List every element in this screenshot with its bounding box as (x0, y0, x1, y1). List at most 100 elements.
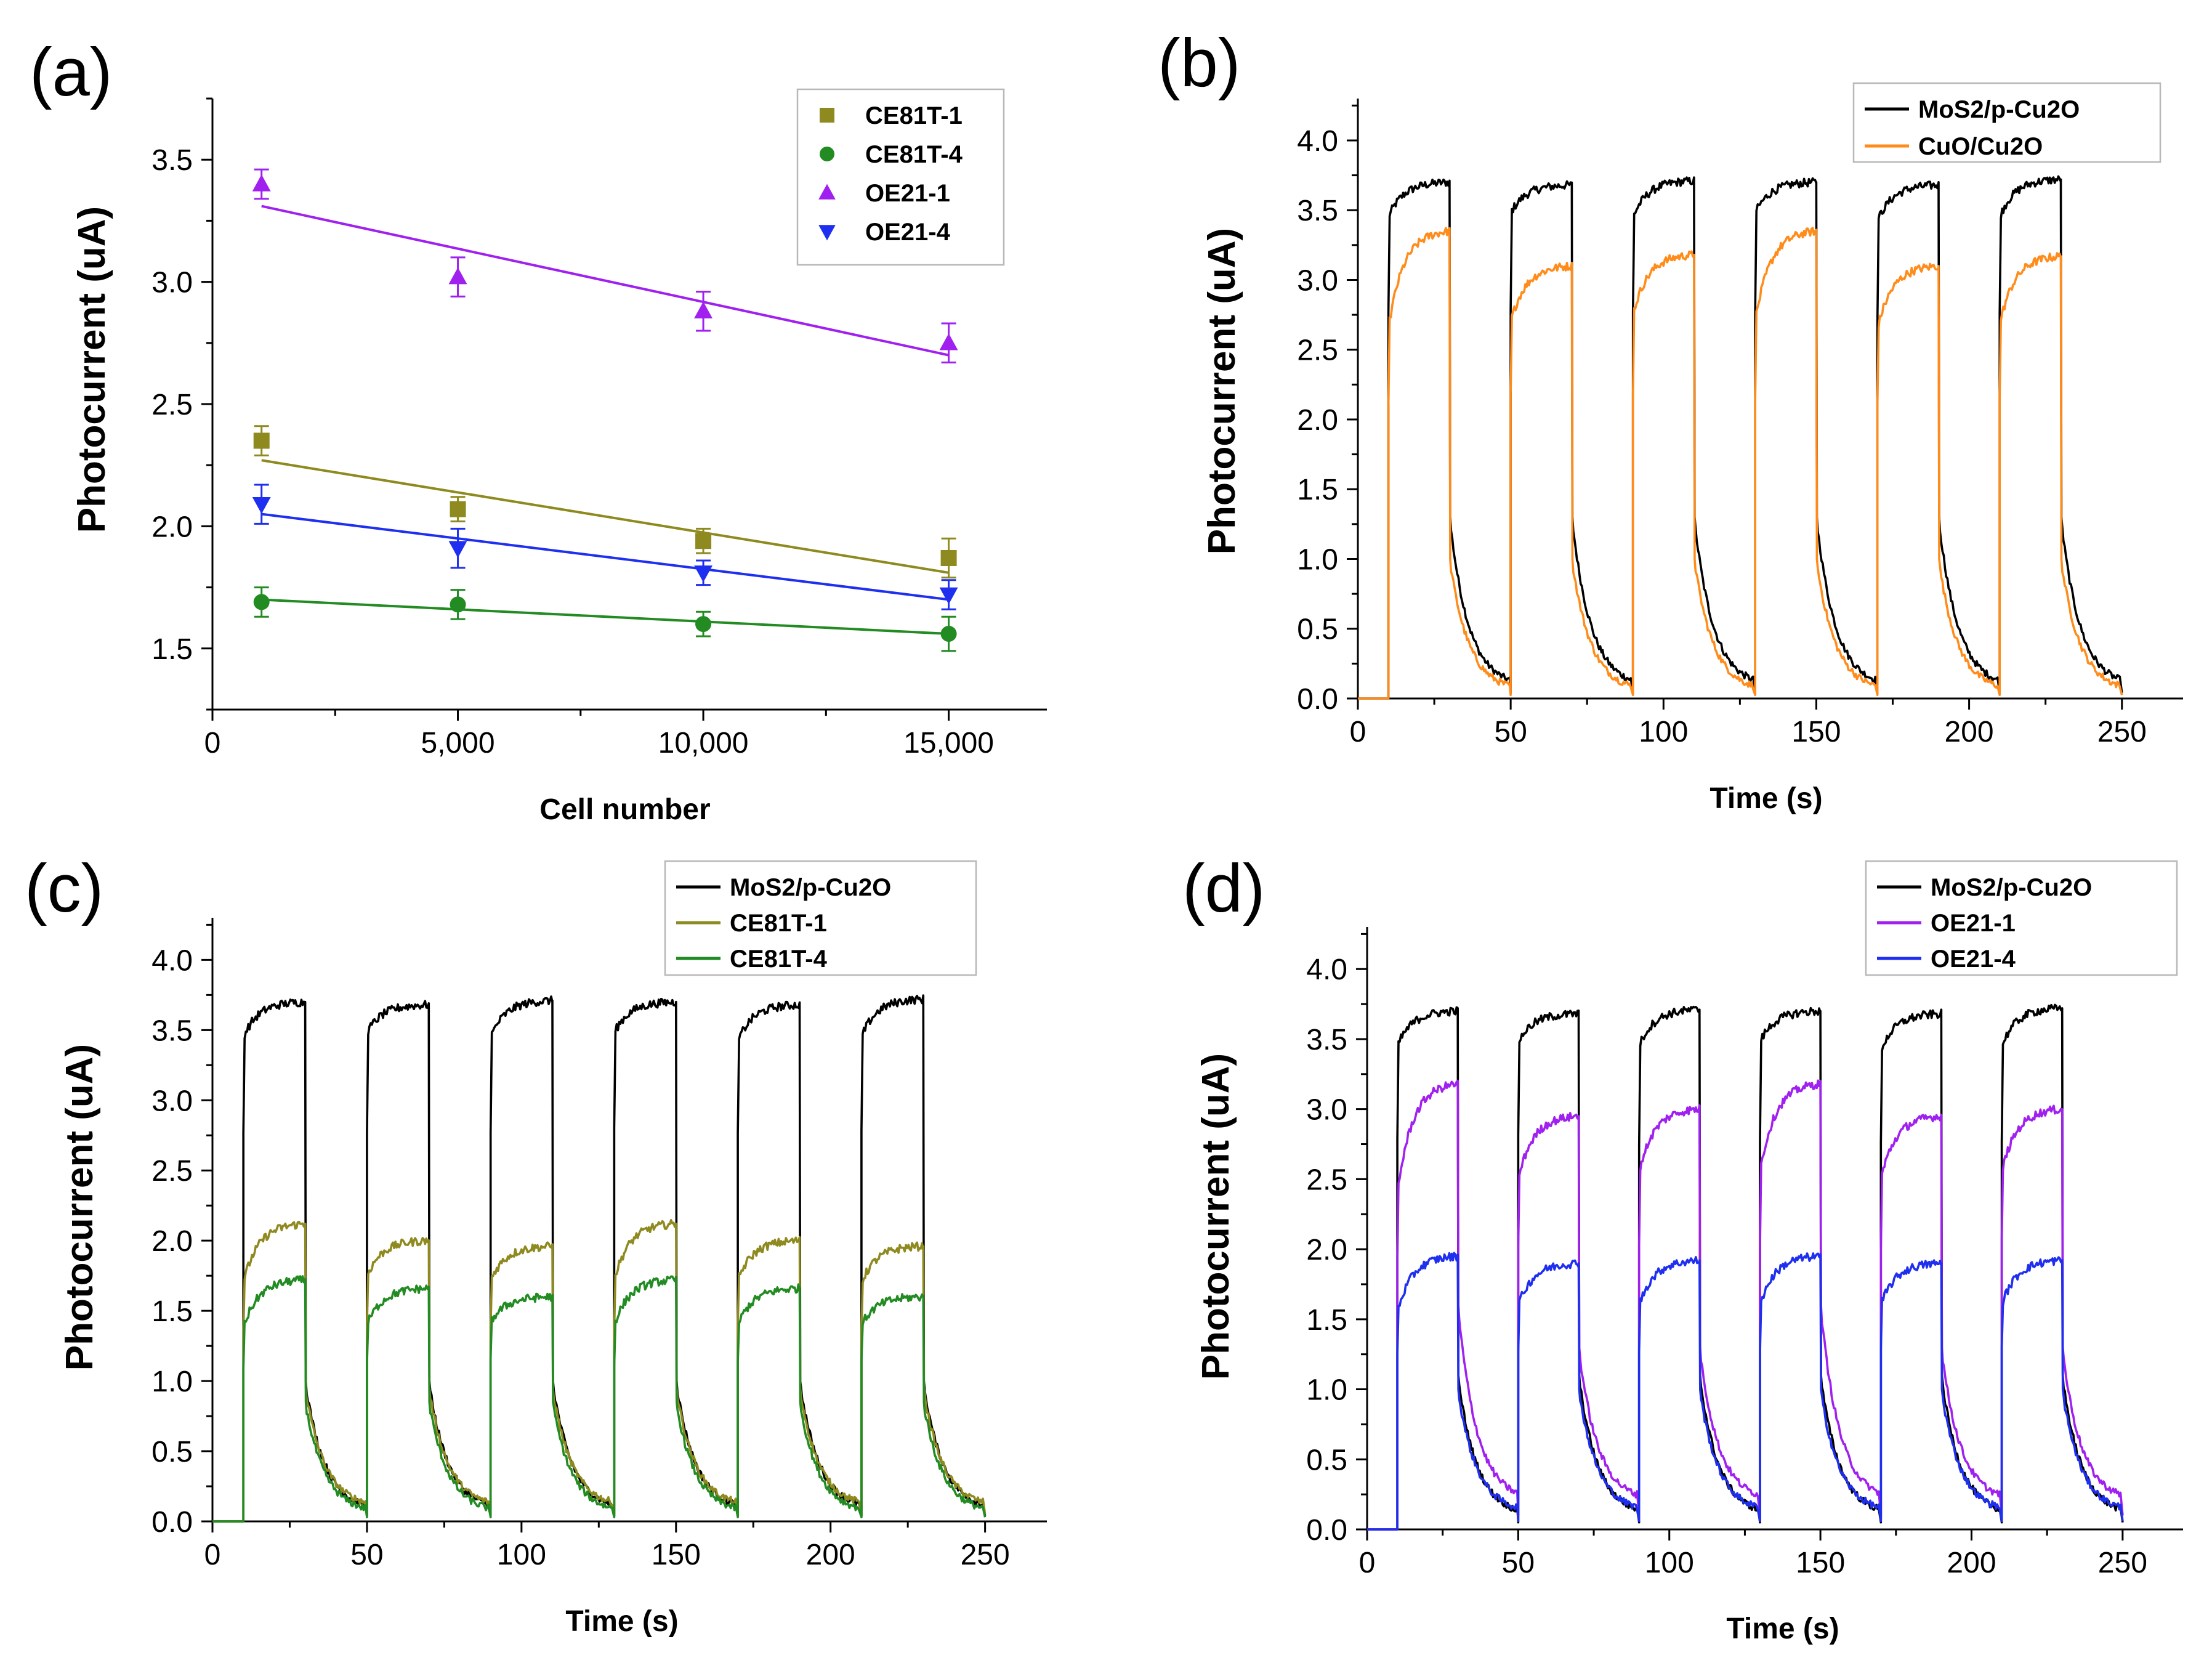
data-point-oe21-1 (448, 267, 467, 285)
y-tick-label-b: 0.5 (1297, 613, 1338, 646)
x-tick-label-c: 0 (204, 1539, 221, 1571)
y-tick-label-c: 2.5 (151, 1155, 193, 1188)
series-ce81t-1 (253, 425, 957, 579)
x-tick-label-a: 10,000 (658, 727, 749, 759)
y-tick-label-c: 4.0 (151, 944, 193, 977)
y-tick-label-d: 1.5 (1306, 1304, 1347, 1337)
data-point-oe21-1 (694, 301, 713, 318)
x-tick-label-d: 250 (2098, 1547, 2147, 1579)
legend-label-oe21-4: OE21-4 (865, 219, 951, 246)
y-tick-label-b: 2.5 (1297, 334, 1338, 367)
legend-label-ce81t-4: CE81T-4 (865, 141, 963, 168)
panel-b: (b) Photocurrent (uA) Time (s) 0 50 100 150… (1158, 25, 2183, 815)
y-tick-label-d: 3.0 (1306, 1094, 1347, 1127)
panel-label-b: (b) (1158, 25, 1240, 101)
panel-a: (a) Photocurrent (uA) Cell number 0 5,000… (30, 34, 1047, 826)
legend-label-oe21-1: OE21-1 (865, 180, 950, 207)
series-line-cuo-cu2o (1358, 227, 2123, 700)
y-tick-label-d: 0.0 (1306, 1514, 1347, 1547)
x-tick-label-c: 250 (961, 1539, 1010, 1571)
data-point-oe21-1 (939, 333, 958, 350)
legend-label-mos2-p-cu2o: MoS2/p-Cu2O (730, 874, 891, 901)
y-tick-label-b: 1.5 (1297, 474, 1338, 506)
x-tick-label-b: 100 (1639, 716, 1688, 748)
y-tick-label-c: 1.5 (151, 1295, 193, 1328)
data-point-ce81t-4 (450, 596, 466, 613)
legend-marker-oe21-4 (818, 225, 836, 241)
panel-label-a: (a) (30, 34, 112, 110)
y-tick-label-b: 0.0 (1297, 683, 1338, 716)
series-line-oe21-4 (1367, 1252, 2124, 1531)
x-tick-label-b: 200 (1945, 716, 1994, 748)
y-tick-label-c: 3.0 (151, 1085, 193, 1117)
legend-label-oe21-4: OE21-4 (1931, 945, 2016, 973)
x-tick-label-b: 250 (2097, 716, 2147, 748)
y-tick-label-b: 3.0 (1297, 264, 1338, 297)
legend-label-cuo-cu2o: CuO/Cu2O (1918, 133, 2043, 160)
y-tick-label-b: 3.5 (1297, 195, 1338, 227)
y-tick-label-d: 4.0 (1306, 953, 1347, 986)
x-tick-label-c: 100 (497, 1539, 546, 1571)
x-tick-label-a: 15,000 (903, 727, 994, 759)
legend-b: MoS2/p-Cu2O CuO/Cu2O (1852, 82, 2162, 163)
fit-line-ce81t-1 (261, 459, 949, 574)
y-tick-label-c: 1.0 (151, 1366, 193, 1398)
data-point-oe21-1 (252, 174, 271, 192)
x-axis-title-a: Cell number (539, 793, 710, 826)
series-ce81t-4 (253, 586, 957, 652)
y-tick-label-a: 3.0 (151, 267, 193, 299)
y-axis-title-a: Photocurrent (uA) (71, 206, 113, 533)
legend-box-c (664, 860, 977, 976)
data-point-ce81t-1 (253, 432, 270, 449)
legend-marker-ce81t-1 (820, 108, 834, 123)
fit-line-oe21-4 (261, 512, 949, 601)
data-point-oe21-4 (939, 587, 958, 605)
x-tick-label-c: 50 (350, 1539, 383, 1571)
legend-marker-ce81t-4 (820, 147, 834, 161)
x-tick-label-d: 150 (1796, 1547, 1845, 1579)
x-tick-label-d: 50 (1502, 1547, 1535, 1579)
y-tick-label-b: 2.0 (1297, 404, 1338, 437)
y-axis-title-b: Photocurrent (uA) (1201, 228, 1243, 554)
data-point-oe21-4 (694, 565, 713, 583)
data-point-ce81t-4 (253, 594, 270, 610)
legend-d: MoS2/p-Cu2O OE21-1 OE21-4 (1865, 860, 2178, 976)
legend-label-ce81t-4: CE81T-4 (730, 945, 828, 973)
fit-line-ce81t-4 (261, 598, 949, 635)
legend-a: CE81T-1 CE81T-4 OE21-1 OE21-4 (796, 88, 1005, 266)
legend-label-ce81t-1: CE81T-1 (865, 102, 963, 129)
legend-label-oe21-1: OE21-1 (1931, 910, 2016, 937)
x-tick-label-c: 200 (806, 1539, 855, 1571)
y-tick-label-a: 1.5 (151, 633, 193, 666)
legend-c: MoS2/p-Cu2O CE81T-1 CE81T-4 (664, 860, 977, 976)
y-tick-label-d: 3.5 (1306, 1024, 1347, 1056)
x-tick-label-d: 0 (1359, 1547, 1376, 1579)
y-tick-label-a: 3.5 (151, 144, 193, 177)
x-tick-label-a: 0 (204, 727, 221, 759)
legend-box-d (1865, 860, 2178, 976)
y-tick-label-c: 3.5 (151, 1014, 193, 1047)
series-oe21-1 (252, 168, 958, 364)
x-tick-label-d: 100 (1645, 1547, 1694, 1579)
legend-label-mos2-p-cu2o: MoS2/p-Cu2O (1918, 96, 2080, 123)
x-tick-label-a: 5,000 (421, 727, 494, 759)
x-tick-label-b: 50 (1494, 716, 1527, 748)
data-point-oe21-4 (252, 496, 271, 514)
plot-area-d: 0 50 100 150 200 250 0.0 0.5 1.0 1.5 2.0 2.5 3.0 3.5 4… (1306, 860, 2183, 1579)
x-axis-title-d: Time (s) (1726, 1613, 1839, 1645)
panel-d: (d) Photocurrent (uA) Time (s) 0 50 100 150… (1182, 851, 2183, 1645)
plot-area-a: 0 5,000 10,000 15,000 1.5 2.0 2.5 3.0 3.5 CE81T-1… (151, 88, 1047, 759)
panel-label-c: (c) (25, 851, 103, 926)
data-point-ce81t-4 (940, 625, 957, 642)
panel-label-d: (d) (1182, 851, 1265, 926)
legend-label-ce81t-1: CE81T-1 (730, 910, 827, 937)
series-line-ce81t-4 (212, 1275, 987, 1523)
y-tick-label-a: 2.5 (151, 389, 193, 421)
x-tick-label-c: 150 (652, 1539, 701, 1571)
data-point-ce81t-4 (695, 616, 712, 633)
plot-area-b: 0 50 100 150 200 250 0.0 0.5 1.0 1.5 2.0 2.5 3.0 3.5 4… (1297, 82, 2183, 748)
data-point-ce81t-1 (450, 501, 466, 517)
y-tick-label-c: 2.0 (151, 1225, 193, 1258)
